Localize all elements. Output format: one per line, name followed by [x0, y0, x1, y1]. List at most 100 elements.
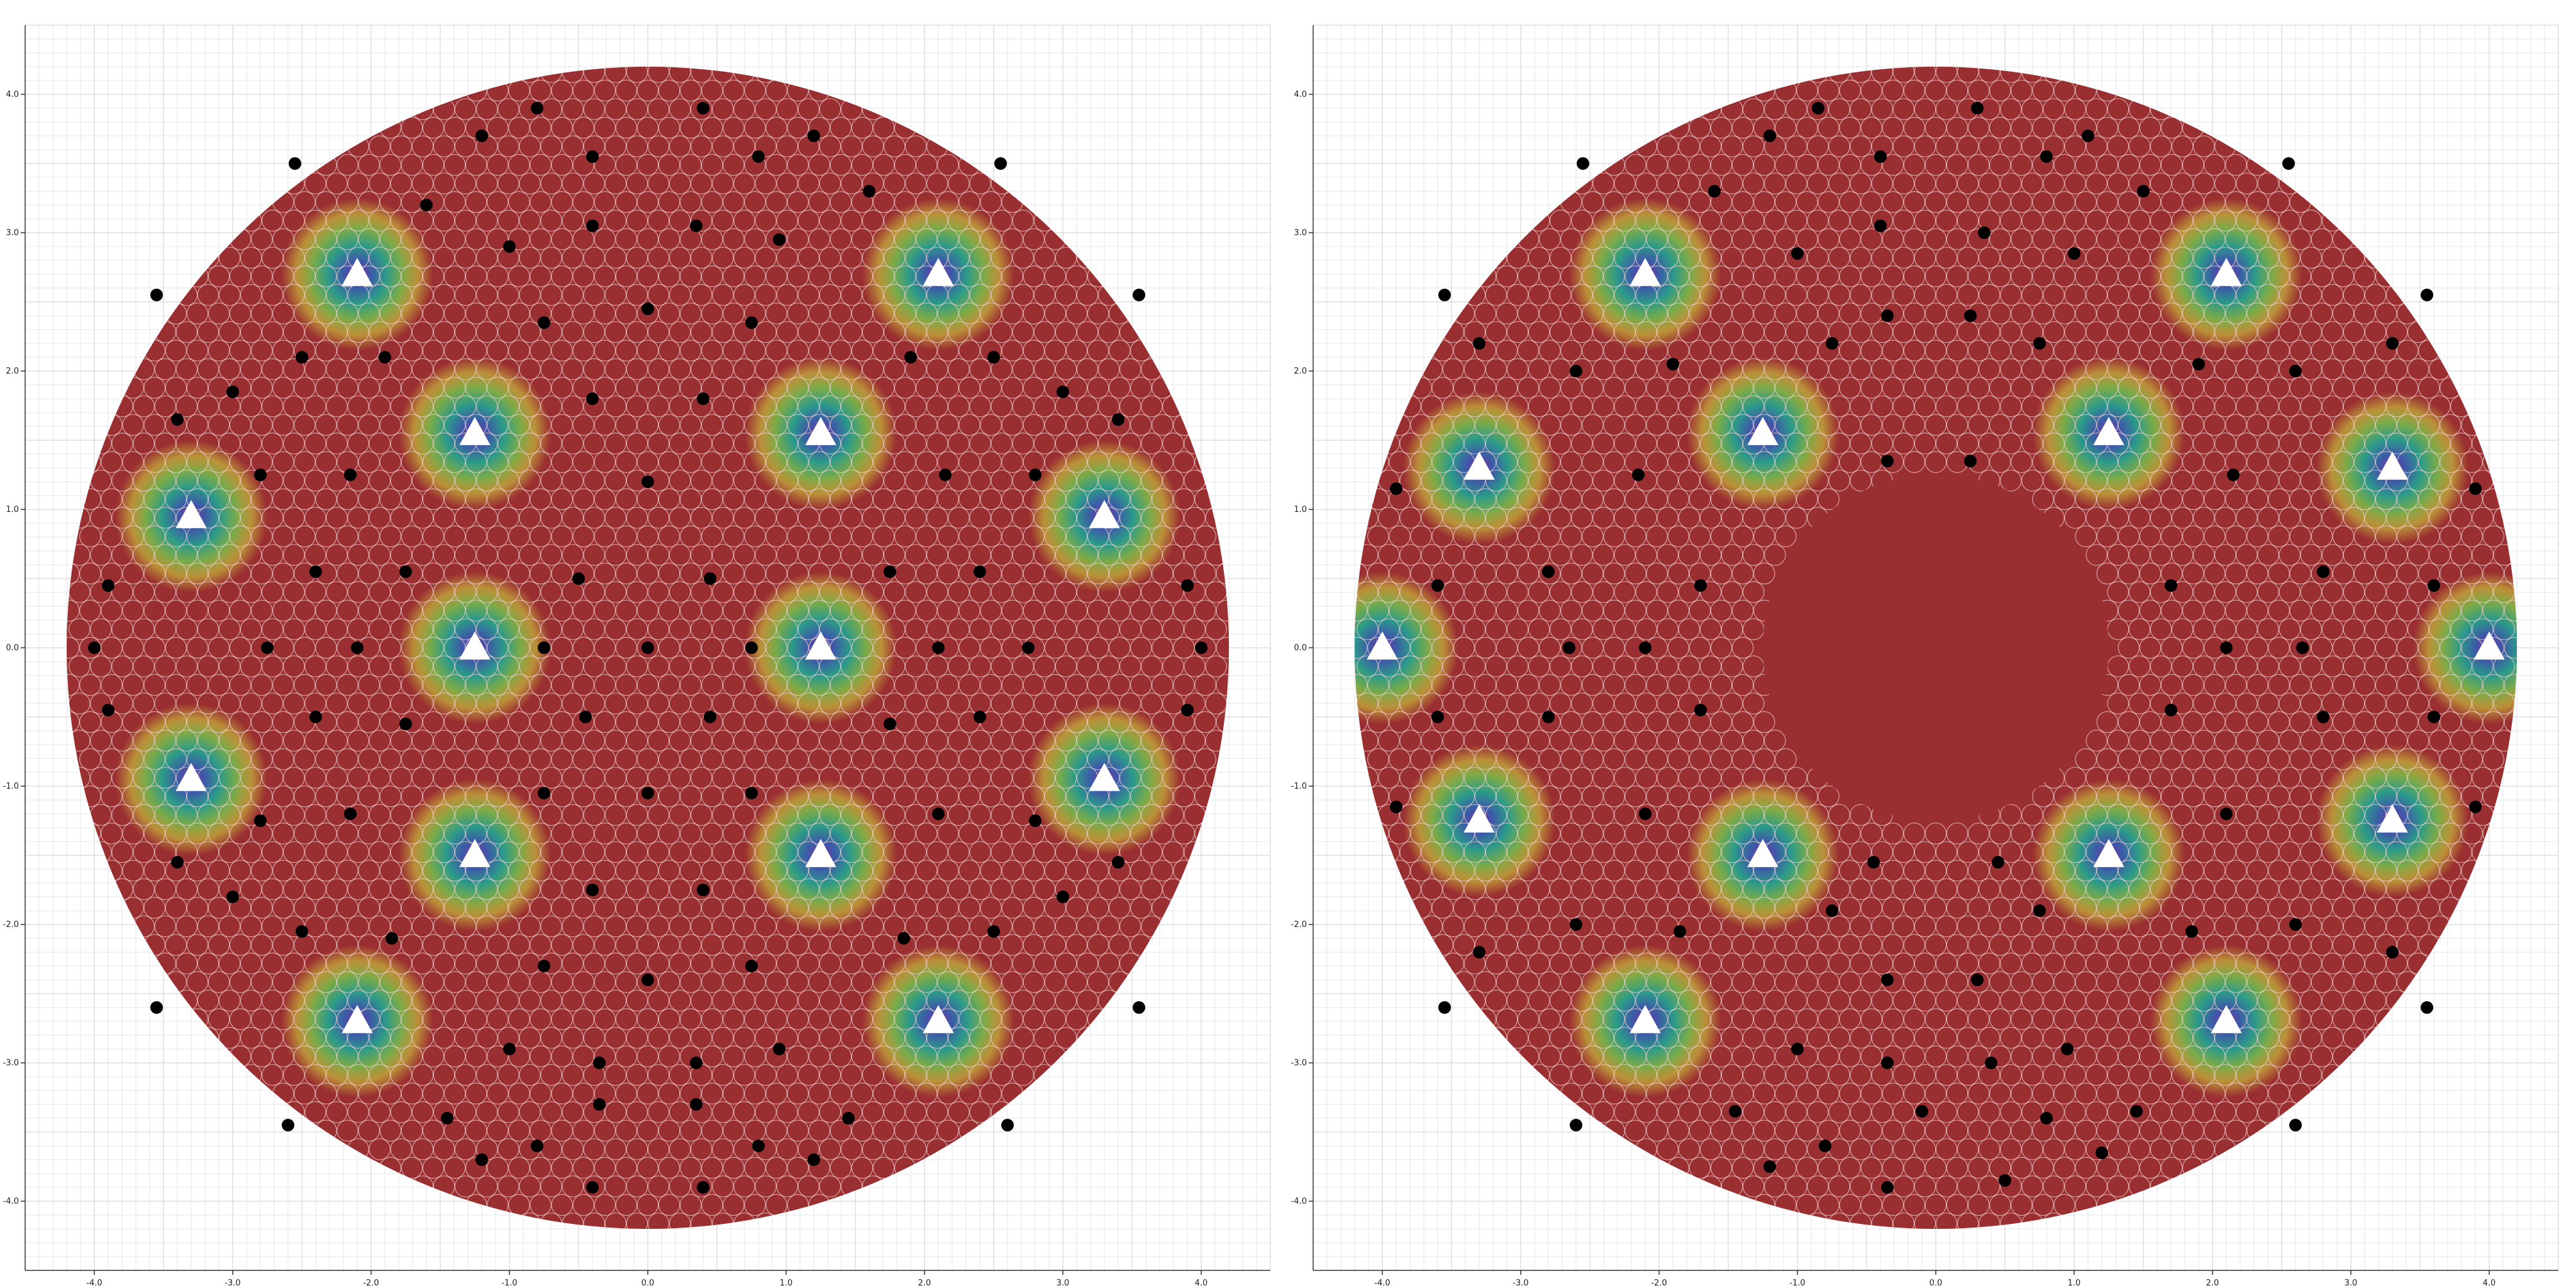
receiver-point	[503, 240, 516, 253]
cell	[1807, 469, 1829, 492]
cell	[1935, 1063, 1958, 1086]
cell	[1924, 1194, 1947, 1216]
cell	[1871, 1138, 1894, 1160]
cell	[572, 636, 594, 659]
cell	[2096, 1157, 2119, 1179]
cell	[2332, 636, 2355, 659]
cell	[2085, 878, 2108, 901]
cell	[475, 878, 498, 901]
cell	[2375, 860, 2397, 882]
cell	[723, 1194, 745, 1216]
cell	[1753, 488, 1775, 511]
cell	[1044, 674, 1067, 696]
cell	[626, 581, 648, 603]
cell	[1097, 841, 1120, 863]
receiver-point	[572, 572, 585, 585]
cell	[315, 1082, 337, 1105]
cell	[519, 989, 541, 1012]
cell	[1001, 228, 1023, 250]
cell	[1076, 432, 1099, 455]
cell	[487, 785, 509, 808]
cell	[1442, 692, 1465, 714]
cell	[1935, 1026, 1958, 1049]
cell	[369, 1063, 391, 1086]
cell	[1012, 767, 1035, 789]
cell	[197, 952, 219, 975]
cell	[733, 1026, 755, 1049]
cell	[926, 767, 948, 789]
cell	[894, 377, 916, 399]
cell	[1571, 618, 1593, 640]
cell	[862, 915, 884, 938]
cell	[1624, 525, 1646, 548]
cell	[1592, 432, 1614, 455]
cell	[186, 636, 209, 659]
cell	[508, 897, 530, 919]
cell	[508, 711, 530, 733]
receiver-point	[309, 711, 322, 723]
cell	[315, 748, 337, 770]
cell	[530, 897, 552, 919]
cell	[487, 303, 509, 325]
cell	[1431, 451, 1453, 473]
cell	[443, 153, 466, 176]
cell	[2332, 562, 2355, 585]
cell	[2450, 730, 2472, 752]
cell	[2032, 1194, 2054, 1216]
cell	[336, 897, 358, 919]
cell	[2450, 655, 2472, 677]
cell	[690, 544, 713, 566]
cell	[1517, 674, 1540, 696]
cell	[2268, 1008, 2290, 1030]
cell	[443, 1157, 466, 1179]
cell	[562, 655, 584, 677]
receiver-point	[261, 641, 274, 654]
cell	[723, 340, 745, 362]
cell	[572, 1045, 594, 1067]
cell	[154, 544, 177, 566]
cell	[626, 67, 648, 83]
cell	[551, 191, 573, 213]
cell	[1807, 804, 1829, 826]
cell	[487, 748, 509, 770]
cell	[851, 340, 874, 362]
cell	[2321, 618, 2344, 640]
cell	[433, 804, 455, 826]
cell	[2332, 451, 2355, 473]
cell	[626, 135, 648, 157]
cell	[583, 1213, 606, 1229]
cell	[1012, 655, 1035, 677]
cell	[1055, 692, 1077, 714]
cell	[1989, 897, 2011, 919]
cell	[2440, 562, 2462, 585]
cell	[1044, 748, 1067, 770]
cell	[594, 303, 616, 325]
cell	[1152, 525, 1174, 548]
cell	[1967, 1119, 1990, 1142]
cell	[326, 209, 348, 232]
cell	[2032, 451, 2054, 473]
cell	[958, 860, 980, 882]
cell	[261, 915, 284, 938]
cell	[916, 562, 938, 585]
cell	[872, 897, 895, 919]
cell	[626, 952, 648, 975]
cell	[2182, 711, 2204, 733]
cell	[326, 172, 348, 194]
cell	[154, 915, 177, 938]
cell	[2000, 1026, 2022, 1049]
cell	[422, 599, 445, 622]
cell	[872, 340, 895, 362]
cell	[1818, 823, 1840, 845]
cell	[1646, 1119, 1668, 1142]
cell	[1410, 488, 1432, 511]
cell	[583, 804, 606, 826]
cell	[336, 228, 358, 250]
cell	[2385, 730, 2408, 752]
cell	[261, 581, 284, 603]
cell	[326, 284, 348, 306]
cell	[1967, 860, 1990, 882]
cell	[1162, 804, 1184, 826]
cell	[1065, 636, 1088, 659]
cell	[851, 636, 874, 659]
